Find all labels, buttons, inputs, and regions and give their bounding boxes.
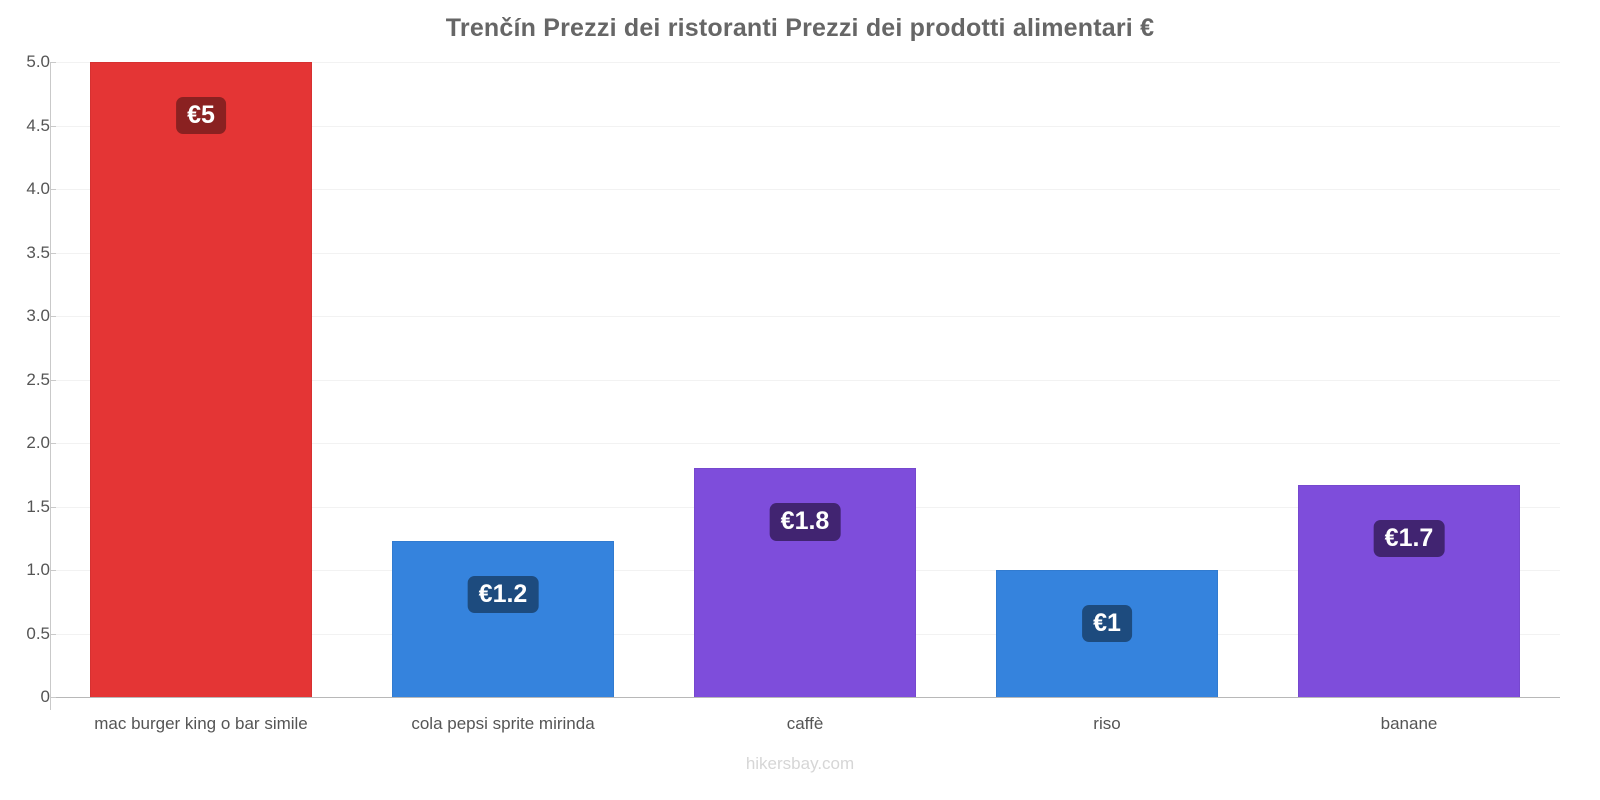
y-axis-tick-mark bbox=[50, 252, 56, 254]
x-axis-tick-label: cola pepsi sprite mirinda bbox=[411, 714, 595, 733]
y-axis-tick-labels: 0 0.5 1.0 1.5 2.0 2.5 3.0 3.5 4.0 4.5 5.0 bbox=[0, 0, 50, 800]
y-axis-tick-mark bbox=[50, 443, 56, 444]
y-axis-tick-mark bbox=[50, 379, 56, 381]
bar-value-label: €1.7 bbox=[1373, 519, 1445, 558]
y-axis-tick-label: 2.5 bbox=[26, 369, 50, 389]
y-axis-tick-label: 1.5 bbox=[26, 496, 50, 516]
bar[interactable] bbox=[90, 62, 312, 697]
gridline bbox=[50, 189, 1560, 190]
y-axis-tick-label: 0.5 bbox=[26, 623, 50, 643]
bar-value-label: €1 bbox=[1082, 605, 1132, 643]
y-axis-tick-label: 3.0 bbox=[26, 306, 50, 325]
y-axis-tick-label: 5.0 bbox=[26, 52, 50, 71]
y-axis-tick-mark bbox=[50, 506, 56, 508]
y-axis-tick-mark bbox=[50, 189, 56, 190]
y-axis-tick-mark bbox=[50, 570, 56, 571]
y-axis-tick-mark bbox=[50, 62, 56, 63]
y-axis-tick-mark bbox=[50, 125, 56, 127]
bar-value-label: €5 bbox=[176, 97, 226, 135]
source-watermark: hikersbay.com bbox=[745, 754, 855, 773]
y-axis-tick-label: 0 bbox=[40, 687, 50, 706]
gridline bbox=[50, 379, 1560, 381]
y-axis-tick-label: 2.0 bbox=[26, 433, 50, 452]
x-axis-tick-label: banane bbox=[1380, 714, 1438, 733]
page-title: Trenčín Prezzi dei ristoranti Prezzi dei… bbox=[445, 14, 1155, 42]
gridline bbox=[50, 62, 1560, 63]
gridline bbox=[50, 697, 1560, 698]
gridline bbox=[50, 443, 1560, 444]
x-axis-tick-label: mac burger king o bar simile bbox=[94, 714, 308, 733]
x-axis-tick-label: riso bbox=[1093, 714, 1121, 733]
gridline bbox=[50, 316, 1560, 317]
y-axis-tick-mark bbox=[50, 316, 56, 317]
x-axis-tick-mark bbox=[50, 697, 51, 710]
x-axis-tick-label: caffè bbox=[786, 714, 824, 733]
y-axis-tick-label: 3.5 bbox=[26, 242, 50, 262]
y-axis-tick-mark bbox=[50, 697, 56, 698]
y-axis-tick-label: 4.0 bbox=[26, 179, 50, 198]
bar[interactable] bbox=[1298, 484, 1520, 697]
plot-area: €5 €1.2 €1.8 €1 €1.7 bbox=[50, 62, 1560, 698]
y-axis-tick-mark bbox=[50, 633, 56, 635]
y-axis-line bbox=[50, 62, 51, 710]
gridline bbox=[50, 125, 1560, 127]
bar-value-label: €1.8 bbox=[769, 503, 841, 541]
bar-value-label: €1.2 bbox=[467, 575, 539, 614]
y-axis-tick-label: 4.5 bbox=[26, 115, 50, 135]
gridline bbox=[50, 252, 1560, 254]
y-axis-tick-label: 1.0 bbox=[26, 560, 50, 579]
bar[interactable] bbox=[392, 540, 614, 697]
